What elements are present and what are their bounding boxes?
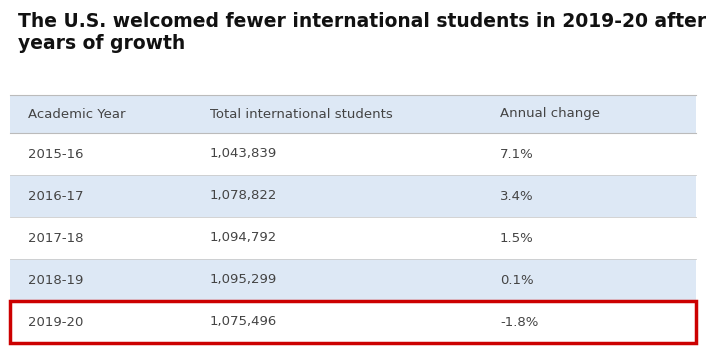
Bar	[10, 301, 696, 343]
Text: 1,095,299: 1,095,299	[210, 273, 277, 286]
Text: 2015-16: 2015-16	[28, 147, 83, 161]
Text: 2017-18: 2017-18	[28, 231, 83, 245]
Text: 0.1%: 0.1%	[500, 273, 534, 286]
Text: The U.S. welcomed fewer international students in 2019-20 after: The U.S. welcomed fewer international st…	[18, 12, 706, 31]
Text: 1,078,822: 1,078,822	[210, 190, 277, 202]
Text: 7.1%: 7.1%	[500, 147, 534, 161]
Text: 3.4%: 3.4%	[500, 190, 534, 202]
Text: Academic Year: Academic Year	[28, 108, 126, 120]
Text: 1,094,792: 1,094,792	[210, 231, 277, 245]
Bar	[10, 133, 696, 175]
Text: -1.8%: -1.8%	[500, 316, 539, 328]
Text: years of growth: years of growth	[18, 34, 185, 53]
Bar	[10, 301, 696, 343]
Text: 1,075,496: 1,075,496	[210, 316, 277, 328]
Text: Annual change: Annual change	[500, 108, 600, 120]
Text: 1.5%: 1.5%	[500, 231, 534, 245]
Text: 2016-17: 2016-17	[28, 190, 83, 202]
Bar	[10, 95, 696, 133]
Bar	[10, 175, 696, 217]
Text: 2018-19: 2018-19	[28, 273, 83, 286]
Bar	[10, 217, 696, 259]
Text: Total international students: Total international students	[210, 108, 393, 120]
Text: 2019-20: 2019-20	[28, 316, 83, 328]
Text: 1,043,839: 1,043,839	[210, 147, 277, 161]
Bar	[10, 259, 696, 301]
